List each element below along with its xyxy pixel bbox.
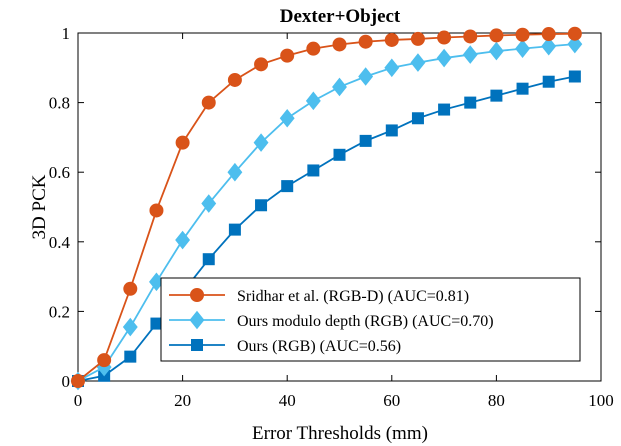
data-point [305, 91, 321, 111]
data-point [332, 37, 347, 52]
data-point [202, 253, 215, 266]
series-3 [72, 70, 581, 387]
y-tick-label: 0.6 [49, 163, 70, 182]
x-axis-label: Error Thresholds (mm) [252, 423, 428, 444]
data-point [228, 223, 241, 236]
data-point [227, 162, 243, 182]
data-point [253, 133, 269, 152]
data-point [201, 95, 216, 110]
data-point [515, 39, 530, 58]
data-point [255, 199, 268, 212]
data-point [358, 67, 374, 86]
data-point [149, 203, 164, 218]
data-point [515, 27, 530, 42]
data-point [462, 45, 478, 64]
chart-title: Dexter+Object [280, 6, 401, 27]
data-point [280, 48, 295, 63]
data-point [97, 353, 112, 368]
data-point [438, 103, 451, 116]
legend-label: Sridhar et al. (RGB-D) (AUC=0.81) [237, 288, 469, 305]
x-tick-label: 0 [74, 391, 83, 410]
data-point [516, 82, 529, 95]
data-point [410, 53, 426, 72]
y-axis-label: 3D PCK [29, 174, 50, 239]
legend-item: Sridhar et al. (RGB-D) (AUC=0.81) [169, 288, 469, 305]
data-point [542, 75, 555, 88]
data-point [410, 31, 425, 46]
data-point [541, 36, 557, 56]
data-point [436, 48, 452, 68]
data-point [201, 194, 217, 213]
data-point [333, 148, 346, 161]
x-tick-label: 40 [279, 391, 296, 410]
data-point [488, 41, 504, 61]
data-point [567, 26, 582, 41]
y-tick-label: 0.2 [49, 302, 70, 321]
legend-marker [191, 339, 203, 351]
data-point [541, 27, 556, 42]
data-point [567, 34, 583, 54]
legend: Sridhar et al. (RGB-D) (AUC=0.81) Ours mo… [160, 277, 581, 362]
data-point [384, 58, 400, 78]
data-point [463, 29, 478, 44]
data-point [122, 317, 138, 337]
data-point [175, 135, 190, 150]
x-tick-label: 100 [588, 391, 614, 410]
data-point [385, 124, 398, 137]
legend-label: Ours (RGB) (AUC=0.56) [237, 338, 401, 355]
data-point [568, 70, 581, 83]
data-point [124, 350, 137, 363]
y-tick-label: 1 [62, 24, 71, 43]
data-point [306, 41, 321, 56]
data-point [123, 281, 138, 296]
x-tick-label: 20 [174, 391, 191, 410]
data-point [332, 77, 347, 97]
data-point [71, 374, 85, 388]
series-1 [71, 26, 582, 388]
series-layer [70, 26, 583, 391]
y-tick-label: 0.8 [49, 94, 70, 113]
data-point [227, 72, 242, 87]
data-point [489, 28, 504, 43]
y-tick-label: 0 [62, 372, 71, 391]
legend-box [160, 277, 581, 362]
data-point [279, 108, 295, 128]
y-tick-label: 0.4 [49, 233, 71, 252]
x-tick-label: 80 [488, 391, 505, 410]
data-point [464, 96, 477, 109]
data-point [281, 180, 294, 193]
legend-label: Ours modulo depth (RGB) (AUC=0.70) [237, 313, 494, 330]
data-point [175, 230, 191, 250]
legend-marker [190, 288, 204, 302]
legend-item: Ours modulo depth (RGB) (AUC=0.70) [169, 310, 494, 330]
legend-marker [189, 310, 205, 330]
data-point [254, 57, 269, 72]
data-point [150, 317, 163, 330]
data-point [437, 30, 452, 45]
data-point [490, 89, 503, 102]
data-point [384, 32, 399, 47]
data-point [358, 34, 373, 49]
legend-item: Ours (RGB) (AUC=0.56) [169, 338, 401, 355]
plot-area-frame [77, 32, 602, 382]
data-point [359, 134, 372, 147]
x-tick-label: 60 [383, 391, 400, 410]
data-point [411, 112, 424, 125]
data-point [307, 164, 320, 177]
